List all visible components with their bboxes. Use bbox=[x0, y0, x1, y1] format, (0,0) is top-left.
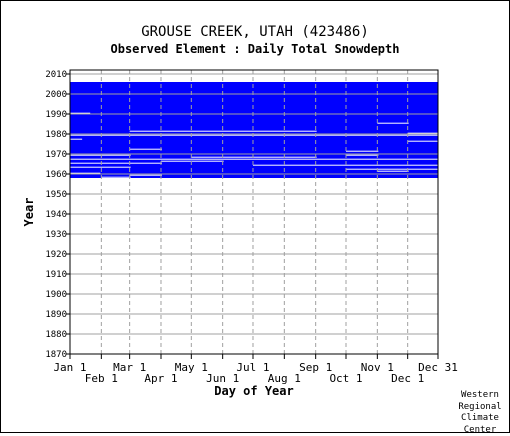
credit-line: Regional bbox=[452, 402, 508, 414]
x-tick-label: Dec 1 bbox=[391, 372, 424, 385]
data-gap bbox=[70, 163, 162, 164]
y-tick-label: 1910 bbox=[45, 270, 67, 280]
data-gap bbox=[70, 159, 438, 160]
credit-line: Center bbox=[452, 425, 508, 436]
y-tick-label: 1960 bbox=[45, 170, 67, 180]
y-tick-label: 1950 bbox=[45, 190, 67, 200]
data-gap bbox=[130, 131, 317, 132]
data-gap bbox=[70, 155, 131, 156]
data-gap bbox=[191, 157, 316, 158]
y-tick-label: 2000 bbox=[45, 90, 67, 100]
y-tick-label: 1900 bbox=[45, 290, 67, 300]
credit-line: Climate bbox=[452, 413, 508, 425]
data-gap bbox=[70, 139, 82, 140]
y-tick-label: 1880 bbox=[45, 330, 67, 340]
data-gap bbox=[346, 151, 378, 152]
data-gap bbox=[377, 123, 408, 124]
x-tick-label: Nov 1 bbox=[361, 361, 394, 374]
x-tick-label: Feb 1 bbox=[85, 372, 118, 385]
x-axis-label: Day of Year bbox=[214, 384, 293, 398]
y-tick-label: 1990 bbox=[45, 110, 67, 120]
data-layer bbox=[70, 82, 438, 178]
data-gap bbox=[130, 149, 162, 150]
y-axis-label: Year bbox=[22, 198, 36, 227]
x-tick-label: Apr 1 bbox=[144, 372, 177, 385]
y-tick-label: 2010 bbox=[45, 70, 67, 80]
data-gap bbox=[70, 135, 438, 136]
x-tick-label: Jan 1 bbox=[53, 361, 86, 374]
y-tick-label: 1890 bbox=[45, 310, 67, 320]
credit-block: Western Regional Climate Center bbox=[452, 390, 508, 436]
data-gap bbox=[161, 161, 224, 162]
y-tick-label: 1980 bbox=[45, 130, 67, 140]
x-tick-label: May 1 bbox=[175, 361, 208, 374]
data-gap bbox=[130, 175, 162, 176]
data-gap bbox=[346, 169, 438, 170]
y-tick-label: 1970 bbox=[45, 150, 67, 160]
x-tick-label: Sep 1 bbox=[299, 361, 332, 374]
x-tick-label: Oct 1 bbox=[329, 372, 362, 385]
data-gap bbox=[101, 177, 130, 178]
y-tick-label: 1870 bbox=[45, 350, 67, 360]
credit-line: Western bbox=[452, 390, 508, 402]
y-tick-label: 1940 bbox=[45, 210, 67, 220]
data-gap bbox=[408, 141, 438, 142]
data-gap bbox=[253, 165, 438, 166]
x-tick-label: Mar 1 bbox=[113, 361, 146, 374]
data-gap bbox=[70, 167, 131, 168]
y-tick-label: 1930 bbox=[45, 230, 67, 240]
y-tick-label: 1920 bbox=[45, 250, 67, 260]
data-gap bbox=[346, 155, 378, 156]
x-tick-label: Jul 1 bbox=[236, 361, 269, 374]
data-gap bbox=[377, 171, 408, 172]
